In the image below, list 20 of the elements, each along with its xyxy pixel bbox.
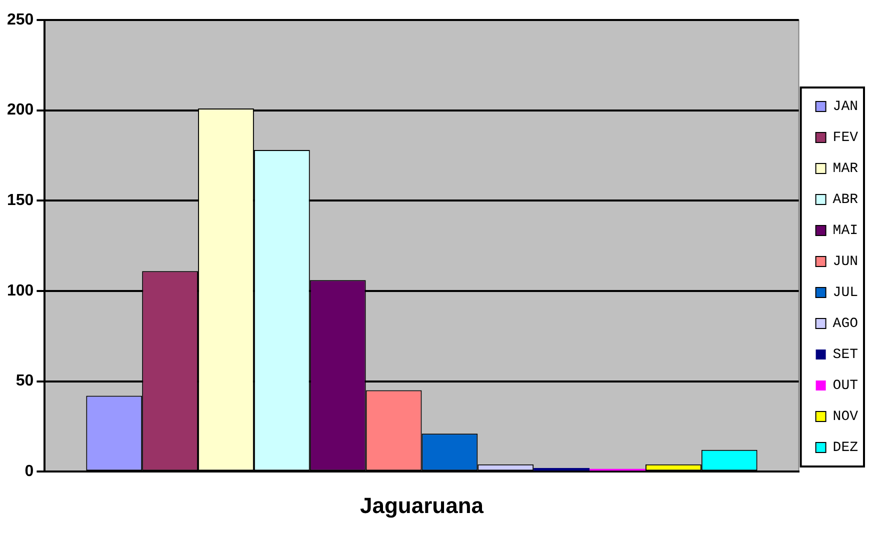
- y-tick-label: 150: [6, 192, 34, 210]
- legend-label: FEV: [832, 130, 859, 146]
- legend-label: JUL: [832, 285, 858, 302]
- legend-label: ABR: [832, 192, 859, 208]
- y-tick-label: 200: [6, 102, 34, 119]
- y-tick-label: 100: [6, 282, 34, 300]
- legend-label: SET: [832, 347, 858, 364]
- legend-label: OUT: [832, 378, 858, 394]
- y-tick-label: 0: [24, 463, 34, 480]
- legend-label: MAR: [832, 161, 859, 178]
- legend-label: MAI: [832, 223, 858, 240]
- legend-label: AGO: [832, 316, 858, 332]
- legend-label: JUN: [832, 254, 858, 270]
- y-tick-label: 250: [6, 11, 34, 28]
- legend-label: JAN: [832, 99, 858, 116]
- y-tick-label: 50: [16, 372, 34, 390]
- bar: [534, 468, 590, 471]
- legend-label: NOV: [832, 409, 859, 426]
- legend-label: DEZ: [832, 440, 858, 456]
- x-tick-label: Jaguaruana: [360, 492, 484, 518]
